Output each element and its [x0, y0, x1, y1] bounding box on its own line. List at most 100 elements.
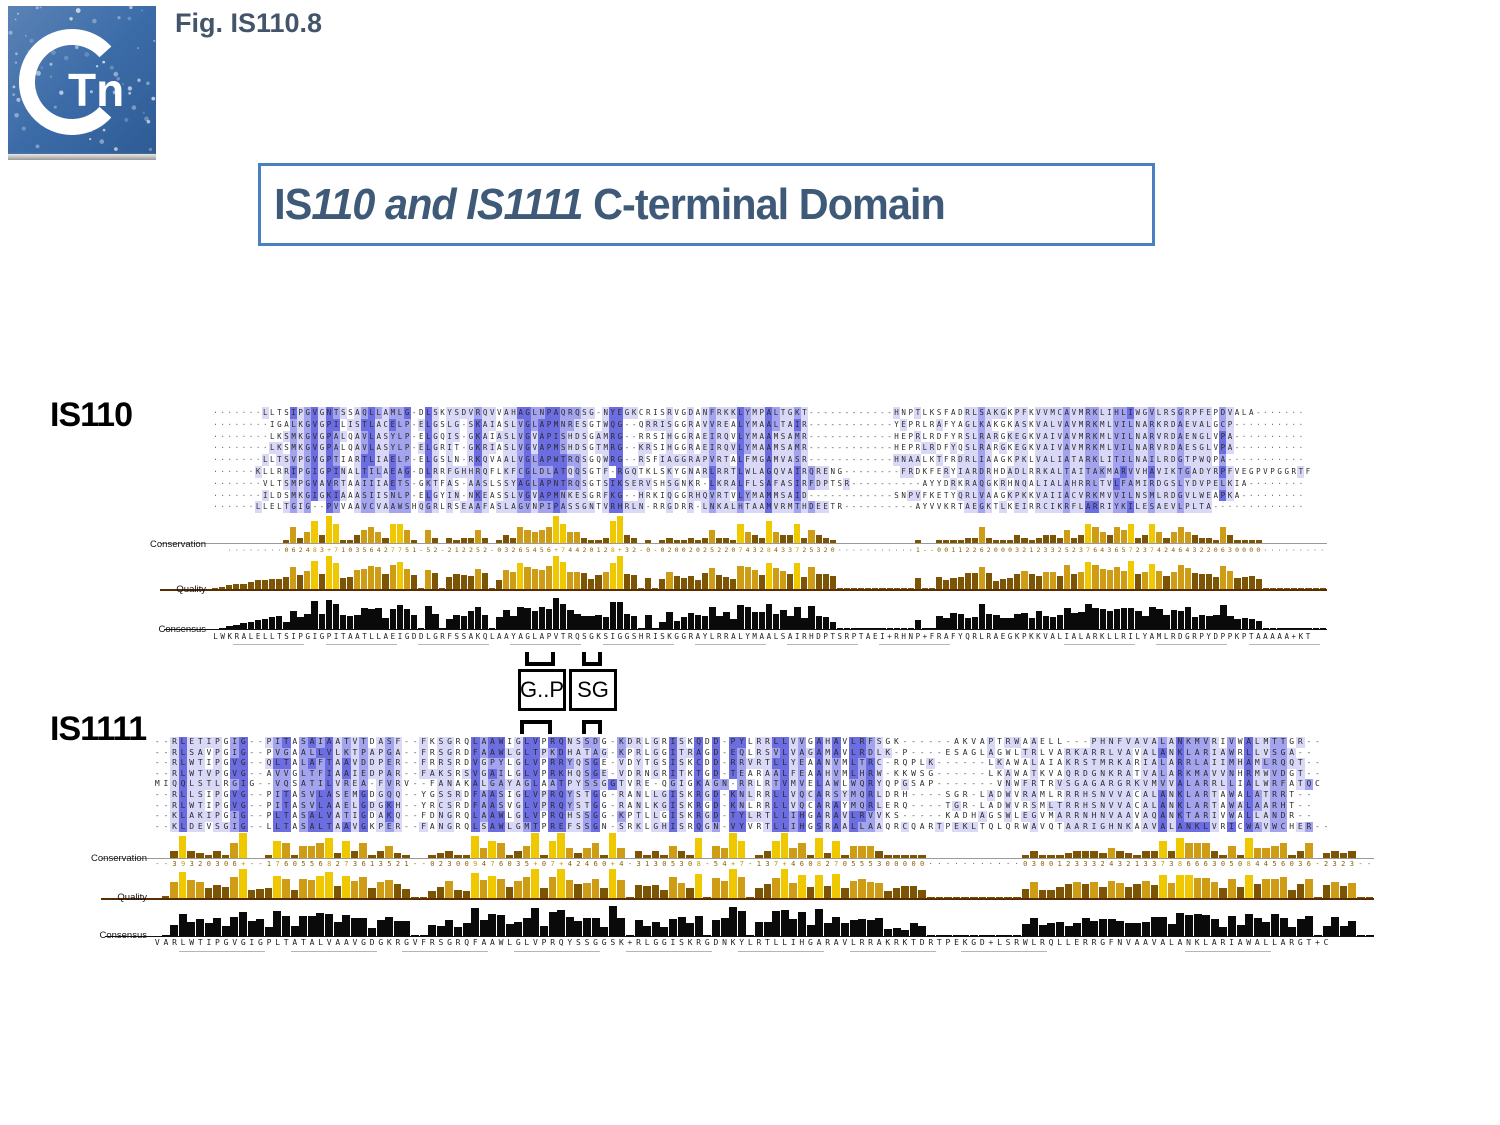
seq-cell: K	[617, 737, 626, 748]
seq-cell: ·	[213, 478, 218, 488]
seq-cell: V	[1155, 466, 1163, 478]
seq-cell: I	[1120, 418, 1128, 431]
seq-cell: A	[1237, 790, 1243, 799]
seq-cell: A	[1115, 811, 1125, 822]
seq-cell: I	[793, 466, 801, 478]
seq-cell: P	[403, 442, 411, 455]
consensus-bar	[304, 613, 311, 629]
seq-cell: P	[266, 790, 272, 799]
seq-cell: I	[206, 758, 212, 768]
seq-cell: S	[978, 407, 986, 419]
seq-cell: R	[548, 811, 557, 822]
seq-cell: K	[1072, 747, 1082, 759]
consensus-char: G	[319, 632, 325, 641]
seq-cell: -	[823, 490, 828, 500]
seq-cell: K	[424, 477, 432, 490]
seq-cell: -	[894, 467, 899, 476]
seq-cell: A	[703, 779, 712, 790]
seq-cell: A	[292, 747, 298, 757]
seq-cell: R	[223, 779, 229, 789]
seq-cell: L	[509, 489, 518, 502]
conservation-digit: 3	[504, 546, 509, 554]
seq-cell: ·	[241, 467, 247, 476]
seq-cell: T	[339, 477, 347, 490]
seq-cell: V	[1263, 467, 1268, 476]
conservation-digit: 1	[454, 546, 459, 554]
seq-cell: ·	[248, 455, 254, 465]
quality-bar	[709, 568, 716, 589]
conservation-digit: 2	[335, 860, 340, 868]
track-label-consensus: Consensus	[158, 624, 206, 635]
seq-cell: R	[722, 466, 730, 478]
seq-cell: -	[319, 502, 325, 512]
seq-cell: R	[1084, 454, 1092, 466]
conservation-bar	[342, 840, 350, 858]
seq-cell: A	[376, 811, 386, 822]
quality-bar	[226, 585, 233, 589]
seq-cell: G	[1000, 419, 1006, 429]
seq-cell: S	[666, 418, 674, 431]
seq-cell: T	[204, 779, 214, 790]
seq-cell: -	[631, 455, 637, 465]
seq-cell: T	[1176, 466, 1184, 478]
consensus-char: L	[979, 632, 984, 641]
conservation-bar	[765, 521, 772, 543]
seq-cell: G	[651, 737, 661, 748]
seq-cell: K	[651, 800, 661, 812]
conservation-bar	[709, 529, 716, 543]
seq-cell: A	[1237, 811, 1243, 821]
conservation-digit: 0	[937, 546, 942, 554]
seq-cell: S	[623, 477, 631, 490]
seq-cell	[1322, 779, 1331, 790]
consensus-bar	[1028, 617, 1035, 629]
seq-cell: -	[411, 467, 417, 476]
conservation-bar	[1124, 853, 1133, 858]
conservation-digit: 5	[713, 860, 718, 868]
seq-cell: I	[1056, 454, 1064, 466]
seq-cell: V	[467, 407, 475, 419]
conservation-digit: -	[258, 860, 263, 868]
seq-cell: I	[507, 790, 513, 799]
quality-bar	[496, 579, 503, 589]
quality-bar	[836, 587, 843, 589]
conservation-bar	[1191, 534, 1198, 543]
seq-cell: G	[651, 768, 661, 780]
conservation-bar	[1135, 537, 1142, 543]
seq-cell: C	[1278, 821, 1288, 833]
seq-cell: K	[429, 737, 435, 746]
consensus-underline	[402, 951, 489, 952]
conservation-digit: ·	[901, 546, 906, 554]
consensus-char: G	[1185, 632, 1190, 641]
seq-cell: T	[1295, 768, 1305, 780]
seq-cell: R	[1034, 466, 1042, 478]
conservation-bar	[389, 524, 396, 543]
seq-cell: A	[348, 478, 353, 488]
motif-box-sg: SG	[569, 669, 617, 711]
seq-cell: L	[273, 821, 282, 833]
seq-cell: L	[971, 489, 979, 502]
seq-cell: -	[411, 455, 417, 465]
quality-bar	[798, 874, 806, 898]
seq-cell: R	[1029, 779, 1039, 790]
conservation-digit: 7	[344, 860, 349, 868]
seq-cell: P	[1219, 442, 1227, 455]
seq-cell: I	[311, 466, 319, 478]
seq-cell: A	[333, 758, 343, 769]
seq-cell: A	[1141, 747, 1150, 759]
seq-cell: Q	[857, 800, 867, 812]
seq-cell: Y	[1205, 466, 1213, 478]
seq-cell: Y	[874, 779, 884, 790]
seq-cell: P	[1219, 466, 1227, 478]
seq-cell: I	[230, 747, 239, 759]
seq-cell: L	[849, 747, 858, 759]
seq-cell: R	[915, 443, 921, 453]
quality-bar	[1150, 885, 1159, 898]
seq-cell: S	[1089, 800, 1099, 812]
seq-cell: -	[1306, 758, 1312, 768]
quality-bar	[567, 571, 574, 589]
seq-cell: ·	[1248, 443, 1254, 453]
seq-cell: L	[921, 442, 929, 455]
seq-cell: A	[488, 821, 497, 833]
seq-cell: A	[694, 454, 702, 466]
consensus-bar	[254, 620, 262, 629]
